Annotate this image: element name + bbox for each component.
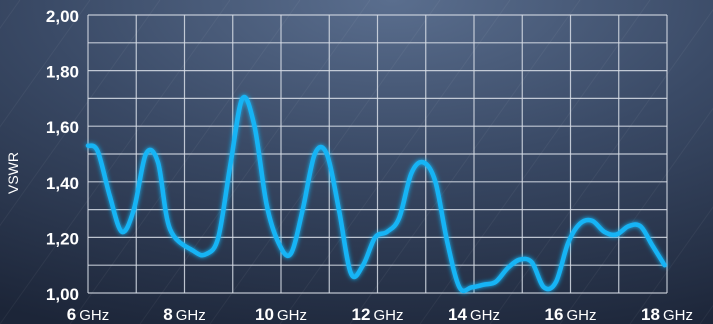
x-tick-number: 6 xyxy=(67,305,76,324)
series-point xyxy=(421,160,425,164)
series-point xyxy=(663,263,667,267)
y-tick-label: 1,60 xyxy=(46,118,79,137)
x-tick-number: 14 xyxy=(448,305,467,324)
series-point xyxy=(108,194,112,198)
x-tick-unit: GHz xyxy=(373,307,403,324)
series-point xyxy=(530,260,534,264)
series-point xyxy=(86,144,90,148)
x-tick-number: 18 xyxy=(641,305,660,324)
series-point xyxy=(252,124,256,128)
y-axis-label: VSWR xyxy=(5,152,21,194)
y-tick-label: 1,80 xyxy=(46,63,79,82)
series-point xyxy=(361,263,365,267)
series-point xyxy=(385,230,389,234)
series-point xyxy=(566,241,570,245)
series-point xyxy=(482,283,486,287)
series-point xyxy=(397,216,401,220)
series-point xyxy=(602,230,606,234)
series-point xyxy=(518,258,522,262)
series-point xyxy=(590,219,594,223)
series-point xyxy=(445,241,449,245)
x-tick-number: 12 xyxy=(352,305,371,324)
series-point xyxy=(626,224,630,228)
x-tick-label: 8 GHz xyxy=(163,305,205,324)
x-tick-unit: GHz xyxy=(277,307,307,324)
x-tick-unit: GHz xyxy=(663,307,693,324)
series-point xyxy=(228,163,232,167)
x-tick-label: 18 GHz xyxy=(641,305,693,324)
series-point xyxy=(542,285,546,289)
x-tick-unit: GHz xyxy=(470,307,500,324)
x-tick-label: 16 GHz xyxy=(545,305,597,324)
series-point xyxy=(120,230,124,234)
series-point xyxy=(373,235,377,239)
series-point xyxy=(204,252,208,256)
x-tick-unit: GHz xyxy=(176,307,206,324)
x-tick-unit: GHz xyxy=(566,307,596,324)
series-point xyxy=(494,280,498,284)
series-point xyxy=(325,152,329,156)
series-point xyxy=(96,149,100,153)
series-point xyxy=(337,208,341,212)
x-tick-label: 14 GHz xyxy=(448,305,500,324)
series-point xyxy=(651,244,655,248)
x-tick-label: 6 GHz xyxy=(67,305,109,324)
series-point xyxy=(349,272,353,276)
series-point xyxy=(433,180,437,184)
series-point xyxy=(192,249,196,253)
series-point xyxy=(638,224,642,228)
y-tick-label: 1,20 xyxy=(46,229,79,248)
series-point xyxy=(578,222,582,226)
x-tick-number: 10 xyxy=(255,305,274,324)
series-point xyxy=(132,208,136,212)
series-point xyxy=(470,285,474,289)
series-point xyxy=(156,160,160,164)
series-point xyxy=(301,208,305,212)
series-point xyxy=(614,233,618,237)
x-tick-label: 10 GHz xyxy=(255,305,307,324)
series-point xyxy=(554,280,558,284)
series-point xyxy=(313,152,317,156)
x-tick-number: 8 xyxy=(163,305,172,324)
y-tick-label: 1,00 xyxy=(46,285,79,304)
series-point xyxy=(506,266,510,270)
x-tick-unit: GHz xyxy=(79,307,109,324)
y-tick-label: 2,00 xyxy=(46,7,79,26)
series-point xyxy=(458,285,462,289)
x-tick-number: 16 xyxy=(545,305,564,324)
series-point xyxy=(168,227,172,231)
series-point xyxy=(277,241,281,245)
x-tick-label: 12 GHz xyxy=(352,305,404,324)
series-point xyxy=(409,171,413,175)
y-tick-label: 1,40 xyxy=(46,174,79,193)
series-point xyxy=(289,252,293,256)
series-point xyxy=(216,235,220,239)
series-point xyxy=(144,152,148,156)
series-point xyxy=(265,202,269,206)
series-point xyxy=(240,96,244,100)
